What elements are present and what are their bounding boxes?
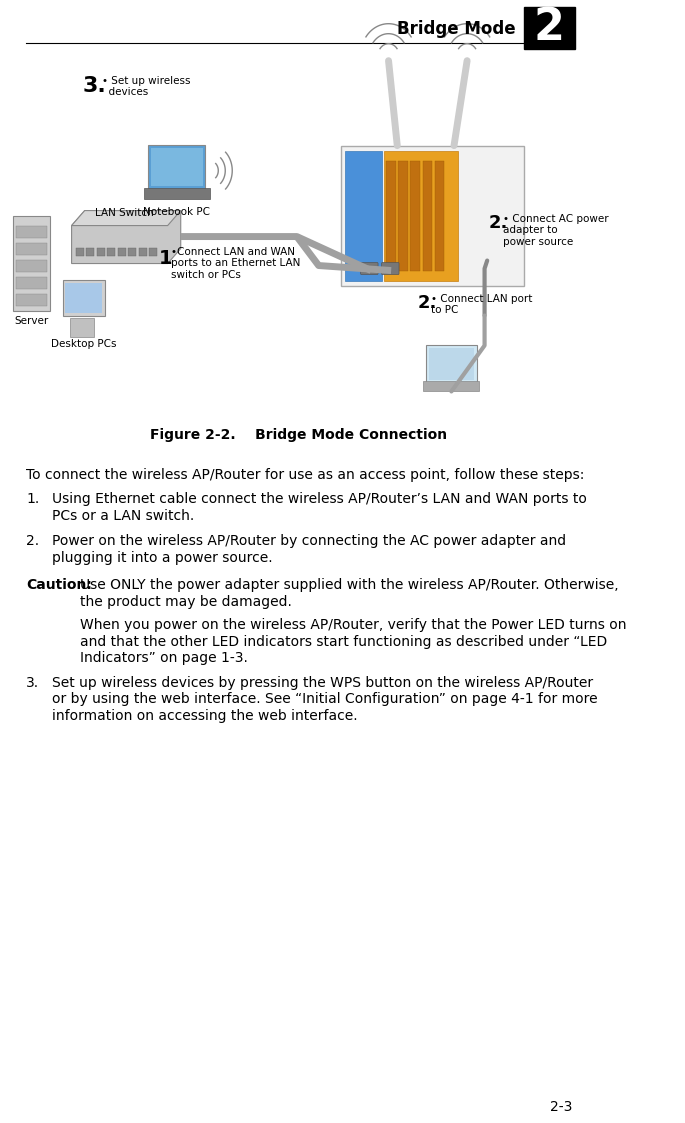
FancyBboxPatch shape [16,276,47,289]
FancyBboxPatch shape [360,263,378,274]
FancyBboxPatch shape [386,161,395,271]
Text: When you power on the wireless AP/Router, verify that the Power LED turns on
and: When you power on the wireless AP/Router… [80,619,627,665]
FancyBboxPatch shape [118,247,126,256]
FancyBboxPatch shape [66,283,102,312]
Text: Use ONLY the power adapter supplied with the wireless AP/Router. Otherwise,
the : Use ONLY the power adapter supplied with… [80,578,619,609]
FancyBboxPatch shape [524,7,575,48]
Text: 2.: 2. [489,213,508,231]
Text: Power on the wireless AP/Router by connecting the AC power adapter and
plugging : Power on the wireless AP/Router by conne… [52,535,566,565]
FancyBboxPatch shape [398,161,408,271]
FancyBboxPatch shape [16,226,47,238]
Text: 2-3: 2-3 [549,1101,572,1114]
Text: 3.: 3. [83,75,107,95]
Text: Notebook PC: Notebook PC [143,207,210,217]
FancyBboxPatch shape [144,188,210,199]
FancyBboxPatch shape [97,247,105,256]
Text: 3.: 3. [26,676,39,691]
FancyBboxPatch shape [139,247,147,256]
Text: To connect the wireless AP/Router for use as an access point, follow these steps: To connect the wireless AP/Router for us… [26,468,584,483]
Text: 1.: 1. [26,492,40,506]
FancyBboxPatch shape [13,216,50,311]
FancyBboxPatch shape [423,382,479,392]
FancyBboxPatch shape [435,161,445,271]
FancyBboxPatch shape [382,263,399,274]
FancyBboxPatch shape [128,247,136,256]
FancyBboxPatch shape [86,247,95,256]
Text: 2.: 2. [26,535,39,548]
FancyBboxPatch shape [340,146,524,285]
Text: 2: 2 [534,7,564,49]
FancyBboxPatch shape [149,247,157,256]
Text: Caution:: Caution: [26,578,92,592]
Polygon shape [72,211,181,264]
Text: LAN Switch: LAN Switch [95,208,153,218]
Text: • Set up wireless
  devices: • Set up wireless devices [102,75,190,98]
FancyBboxPatch shape [345,150,382,281]
FancyBboxPatch shape [70,318,95,338]
FancyBboxPatch shape [384,150,458,281]
FancyBboxPatch shape [429,348,474,381]
Text: 2.: 2. [417,293,437,311]
Text: Desktop PCs: Desktop PCs [51,339,116,349]
Text: Figure 2-2.    Bridge Mode Connection: Figure 2-2. Bridge Mode Connection [150,429,447,442]
FancyBboxPatch shape [149,145,206,189]
FancyBboxPatch shape [108,247,115,256]
FancyBboxPatch shape [151,147,203,185]
Text: Set up wireless devices by pressing the WPS button on the wireless AP/Router
or : Set up wireless devices by pressing the … [52,676,598,723]
Text: • Connect LAN port
to PC: • Connect LAN port to PC [432,293,533,316]
FancyBboxPatch shape [16,259,47,272]
Text: Bridge Mode: Bridge Mode [397,20,515,38]
Text: Using Ethernet cable connect the wireless AP/Router’s LAN and WAN ports to
PCs o: Using Ethernet cable connect the wireles… [52,492,587,522]
FancyBboxPatch shape [16,293,47,305]
FancyBboxPatch shape [76,247,84,256]
FancyBboxPatch shape [63,280,105,316]
Text: •Connect LAN and WAN
ports to an Ethernet LAN
switch or PCs: •Connect LAN and WAN ports to an Etherne… [171,247,301,280]
Text: Server: Server [14,316,49,326]
Text: 1: 1 [159,248,173,267]
Polygon shape [72,211,181,226]
Text: • Connect AC power
adapter to
power source: • Connect AC power adapter to power sour… [503,213,608,247]
FancyBboxPatch shape [426,346,477,383]
FancyBboxPatch shape [410,161,420,271]
FancyBboxPatch shape [423,161,432,271]
FancyBboxPatch shape [16,243,47,255]
